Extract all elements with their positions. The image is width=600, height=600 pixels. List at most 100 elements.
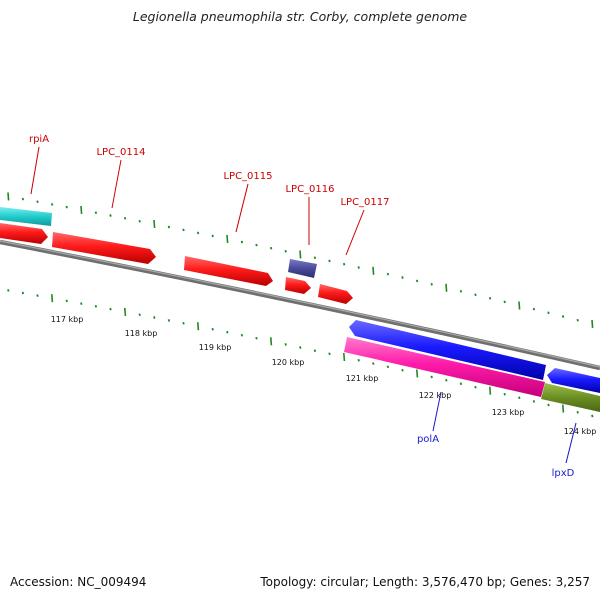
minor-tick (240, 333, 244, 337)
minor-tick (94, 304, 98, 308)
minor-tick (211, 234, 214, 238)
minor-tick (255, 336, 258, 340)
major-tick (7, 192, 10, 201)
minor-tick (36, 200, 39, 204)
minor-tick (503, 300, 506, 304)
minor-tick (328, 352, 331, 356)
minor-tick (284, 249, 287, 253)
minor-tick (240, 240, 244, 244)
minor-tick (36, 294, 39, 297)
minor-tick (532, 400, 536, 403)
gene-red-3[interactable] (184, 256, 273, 286)
gene-red-5[interactable] (318, 284, 353, 304)
gene-olive-feature[interactable] (541, 383, 600, 412)
minor-tick (196, 231, 200, 235)
gene-red-4[interactable] (285, 277, 311, 294)
major-tick (299, 250, 302, 259)
inner-tick-marks (7, 289, 594, 418)
major-tick (153, 219, 156, 229)
gene-pink-rna[interactable] (344, 337, 545, 397)
major-tick (51, 294, 54, 303)
minor-tick (21, 197, 25, 201)
minor-tick (342, 262, 346, 266)
gene-label-lpc-0114[interactable]: LPC_0114 (96, 147, 145, 158)
minor-tick (313, 349, 317, 353)
scale-label-117: 117 kbp (51, 315, 84, 324)
minor-tick (182, 228, 185, 232)
gene-blue-1[interactable] (349, 320, 546, 380)
minor-tick (474, 385, 477, 389)
major-tick (343, 352, 346, 362)
minor-tick (138, 313, 141, 317)
minor-tick (430, 375, 433, 379)
minor-tick (182, 321, 185, 325)
gene-red-2[interactable] (52, 232, 156, 264)
reverse-genes (344, 320, 600, 412)
minor-tick (445, 378, 448, 382)
gene-red-1[interactable] (0, 223, 48, 244)
minor-tick (80, 302, 83, 305)
gene-label-rpia[interactable]: rpiA (29, 134, 49, 145)
minor-tick (357, 266, 360, 269)
minor-tick (7, 289, 10, 292)
minor-tick (226, 330, 229, 334)
gene-labels: rpiA LPC_0114 LPC_0115 LPC_0116 LPC_0117… (29, 134, 575, 479)
minor-tick (591, 414, 594, 418)
minor-tick (109, 307, 112, 311)
gene-label-lpc-0117[interactable]: LPC_0117 (340, 197, 389, 208)
scale-label-123: 123 kbp (492, 408, 525, 417)
minor-tick (532, 307, 536, 311)
minor-tick (284, 343, 287, 346)
minor-tick (401, 276, 404, 279)
major-tick (445, 283, 448, 292)
major-tick (591, 319, 594, 328)
minor-tick (561, 315, 565, 318)
major-tick (197, 322, 200, 331)
minor-tick (211, 327, 214, 331)
minor-tick (386, 272, 390, 276)
minor-tick (518, 396, 521, 400)
gene-blue-2[interactable] (547, 368, 600, 393)
scale-label-118: 118 kbp (125, 329, 158, 338)
gene-cyan-feature[interactable] (0, 207, 52, 226)
minor-tick (547, 311, 550, 315)
minor-tick (386, 365, 390, 369)
minor-tick (415, 279, 419, 283)
scale-label-121: 121 kbp (346, 374, 379, 383)
gene-purple[interactable] (288, 259, 317, 278)
minor-tick (255, 243, 258, 247)
major-tick (489, 386, 492, 395)
minor-tick (401, 368, 404, 372)
major-tick (416, 369, 419, 378)
scale-label-120: 120 kbp (272, 358, 305, 367)
minor-tick (167, 225, 171, 229)
minor-tick (328, 259, 331, 263)
minor-tick (503, 392, 506, 396)
label-pointer-lines (30, 146, 577, 464)
major-tick (372, 266, 375, 275)
minor-tick (94, 211, 98, 215)
scale-label-119: 119 kbp (199, 343, 232, 352)
minor-tick (313, 256, 317, 260)
scale-label-122: 122 kbp (419, 391, 452, 400)
minor-tick (153, 316, 156, 319)
scale-label-124: 124 kbp (564, 427, 597, 436)
minor-tick (547, 403, 550, 407)
minor-tick (138, 219, 141, 223)
gene-label-lpc-0115[interactable]: LPC_0115 (223, 171, 272, 182)
scale-labels: 117 kbp 118 kbp 119 kbp 120 kbp 121 kbp … (51, 315, 597, 436)
minor-tick (474, 293, 477, 297)
accession-label: Accession: NC_009494 (10, 575, 147, 589)
gene-label-pola[interactable]: polA (417, 434, 439, 445)
minor-tick (65, 205, 68, 209)
major-tick (518, 301, 521, 310)
gene-label-lpxd[interactable]: lpxD (552, 468, 575, 479)
major-tick (562, 404, 565, 413)
minor-tick (65, 299, 68, 303)
minor-tick (123, 216, 127, 220)
minor-tick (459, 382, 463, 386)
gene-label-lpc-0116[interactable]: LPC_0116 (285, 184, 334, 195)
major-tick (80, 205, 83, 214)
minor-tick (299, 346, 302, 349)
